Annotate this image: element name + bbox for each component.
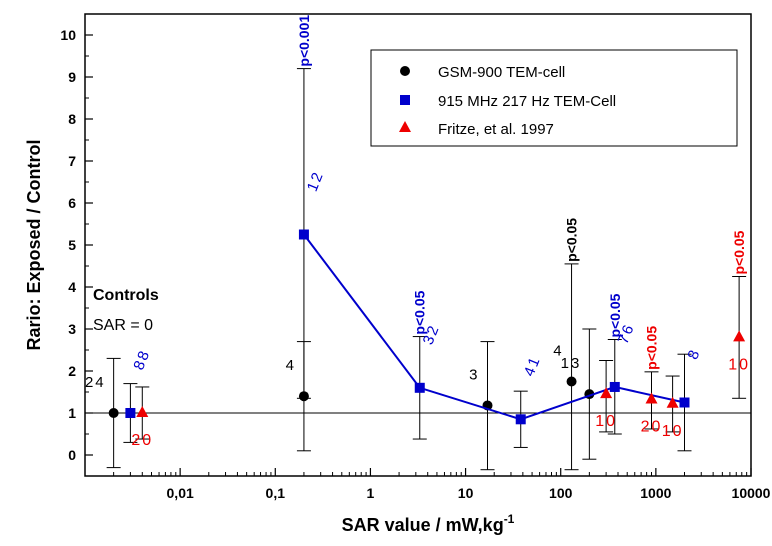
y-tick-label: 9 — [68, 69, 76, 85]
sample-size-label: 10 — [595, 413, 617, 430]
y-axis-label: Rario: Exposed / Control — [24, 139, 44, 350]
y-tick-label: 4 — [68, 279, 76, 295]
data-point — [645, 392, 658, 404]
series-layer — [106, 68, 747, 471]
legend-label-915: 915 MHz 217 Hz TEM-Cell — [438, 93, 616, 110]
controls-subtitle: SAR = 0 — [93, 317, 153, 334]
data-point — [414, 382, 425, 393]
x-tick-label: 0,1 — [266, 485, 286, 501]
x-tick-label: 100 — [549, 485, 573, 501]
y-tick-label: 2 — [68, 363, 76, 379]
sample-size-label: 76 — [615, 321, 639, 347]
sample-size-label: 10 — [728, 356, 750, 373]
data-point — [108, 408, 119, 418]
y-axis: 0 1 2 3 4 5 6 7 8 9 10 — [60, 27, 93, 463]
sample-size-label: 13 — [561, 355, 582, 372]
data-point — [125, 408, 136, 418]
x-axis-label-exponent: -1 — [504, 512, 515, 526]
legend-marker-915 — [400, 95, 410, 105]
y-tick-label: 3 — [68, 321, 76, 337]
data-point — [298, 229, 309, 240]
sample-size-label: 20 — [641, 419, 663, 436]
x-axis-label: SAR value / mW,kg-1 — [342, 512, 515, 535]
data-point — [566, 376, 577, 387]
significance-label: p<0.05 — [644, 326, 660, 370]
data-point — [600, 387, 613, 399]
y-tick-label: 5 — [68, 237, 76, 253]
x-tick-label: 0,01 — [167, 485, 194, 501]
y-tick-label: 8 — [68, 111, 76, 127]
y-tick-label: 7 — [68, 153, 76, 169]
legend-marker-gsm — [400, 66, 410, 76]
data-point — [679, 397, 690, 408]
x-tick-label: 1 — [367, 485, 375, 501]
sample-size-label: 24 — [85, 374, 106, 391]
sample-size-label: 41 — [521, 353, 545, 379]
sample-size-label: 4 — [286, 357, 296, 374]
significance-label: p<0.05 — [731, 230, 747, 274]
data-point — [666, 396, 679, 408]
x-tick-label: 10000 — [732, 485, 771, 501]
sample-size-label: 4 — [553, 343, 563, 360]
sample-size-label: 32 — [420, 322, 444, 348]
x-tick-label: 1000 — [640, 485, 671, 501]
sample-size-label: 88 — [130, 347, 154, 373]
legend-label-fritze: Fritze, et al. 1997 — [438, 121, 554, 138]
sample-size-label: 20 — [131, 432, 153, 449]
x-tick-label: 10 — [458, 485, 474, 501]
sample-size-label: 10 — [662, 423, 684, 440]
sample-size-label: 3 — [469, 366, 479, 383]
significance-label: p<0.001 — [296, 15, 312, 67]
data-point — [136, 406, 149, 417]
significance-label: p<0.05 — [607, 293, 623, 337]
legend-box — [370, 49, 738, 147]
legend-marker-fritze — [399, 121, 411, 132]
controls-title: Controls — [93, 287, 159, 304]
y-tick-label: 10 — [60, 27, 76, 43]
significance-label: p<0.05 — [412, 290, 428, 334]
data-point — [733, 330, 746, 342]
sample-size-label: 8 — [684, 346, 704, 362]
legend-label-gsm: GSM-900 TEM-cell — [438, 64, 565, 81]
y-tick-label: 6 — [68, 195, 76, 211]
significance-label: p<0.05 — [564, 218, 580, 262]
y-tick-label: 1 — [68, 405, 76, 421]
x-axis: 0,01 0,1 1 10 100 1000 10000 — [113, 468, 771, 501]
y-tick-label: 0 — [68, 447, 76, 463]
sample-size-label: 12 — [304, 168, 328, 194]
data-point — [609, 381, 620, 392]
data-point — [515, 414, 526, 425]
legend: GSM-900 TEM-cell 915 MHz 217 Hz TEM-Cell… — [370, 49, 738, 147]
